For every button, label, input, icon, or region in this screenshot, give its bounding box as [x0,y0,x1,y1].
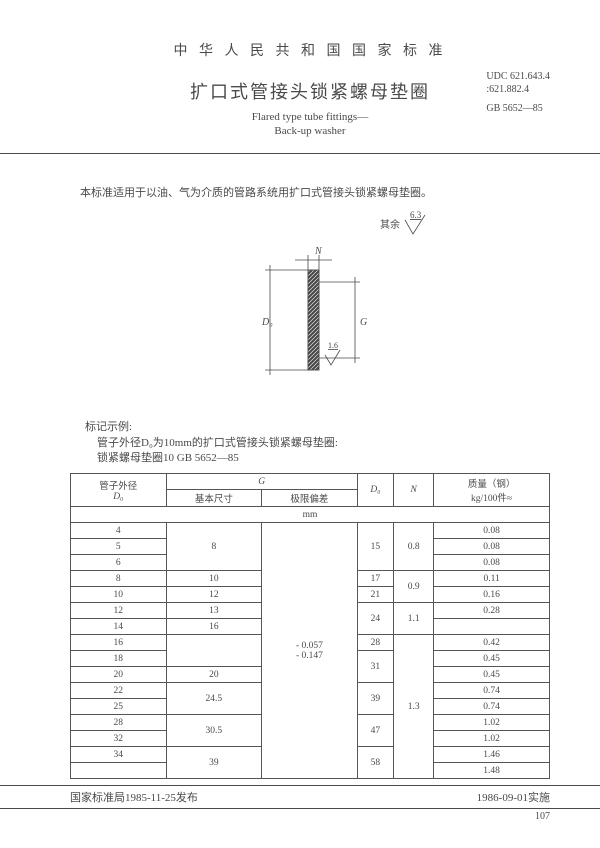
gb-code: GB 5652—85 [486,102,550,115]
udc-code-1: UDC 621.643.4 [486,70,550,83]
title-chinese: 扩口式管接头锁紧螺母垫圈 [70,78,550,104]
page-number: 107 [70,811,550,822]
col-mass: 质量（钢）kg/100件≈ [434,474,550,507]
unit-row: mm [71,507,550,523]
col-g-basic: 基本尺寸 [166,490,262,507]
rest-label: 其余 [380,218,400,231]
svg-text:1.6: 1.6 [328,341,338,350]
effective-date: 1986-09-01实施 [477,789,550,805]
scope-text: 本标准适用于以油、气为介质的管路系统用扩口式管接头锁紧螺母垫圈。 [80,184,550,200]
dimensions-table: 管子外径D₀ G D₀ N 质量（钢）kg/100件≈ 基本尺寸 极限偏差 mm… [70,473,550,779]
svg-text:N: N [314,246,323,257]
col-n: N [394,474,434,507]
col-g-tol: 极限偏差 [262,490,358,507]
svg-text:G: G [360,317,367,328]
title-en-1: Flared type tube fittings— [70,110,550,124]
svg-text:D₀: D₀ [261,317,273,328]
title-separator [0,153,600,154]
svg-text:6.3: 6.3 [410,210,422,220]
standard-org: 中 华 人 民 共 和 国 国 家 标 准 [70,40,550,60]
udc-code-2: :621.882.4 [486,83,550,96]
title-en-2: Back-up washer [70,124,550,138]
code-block: UDC 621.643.4 :621.882.4 GB 5652—85 [486,70,550,115]
marking-example: 标记示例: 管子外径D₀为10mm的扩口式管接头锁紧螺母垫圈: 锁紧螺母垫圈10… [85,420,550,468]
footer-bar: 国家标准局1985-11-25发布 1986-09-01实施 [0,785,600,809]
issue-date: 国家标准局1985-11-25发布 [70,789,198,805]
washer-diagram: 其余 6.3 N D₀ G 1.6 [170,210,450,410]
col-g: G [166,474,357,490]
example-line-2: 锁紧螺母垫圈10 GB 5652—85 [97,451,550,467]
col-da: D₀ [357,474,393,507]
col-d0: 管子外径D₀ [71,474,167,507]
title-english: Flared type tube fittings— Back-up washe… [70,110,550,139]
example-heading: 标记示例: [85,420,550,436]
example-line-1: 管子外径D₀为10mm的扩口式管接头锁紧螺母垫圈: [97,436,550,452]
